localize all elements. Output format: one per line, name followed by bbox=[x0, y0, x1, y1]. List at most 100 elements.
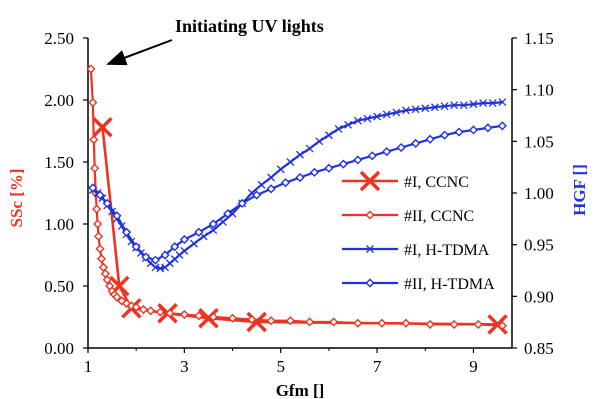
legend-label: #II, H-TDMA bbox=[404, 276, 495, 293]
data-point bbox=[155, 307, 165, 317]
data-point bbox=[93, 219, 103, 229]
y-left-tick-label: 0.00 bbox=[44, 339, 74, 358]
data-point bbox=[295, 172, 305, 183]
marker-stroke bbox=[479, 99, 488, 108]
data-point bbox=[373, 112, 382, 121]
data-point bbox=[363, 114, 372, 123]
marker-stroke bbox=[411, 105, 420, 114]
data-point bbox=[498, 98, 507, 107]
legend-swatch-marker bbox=[359, 170, 381, 192]
data-point bbox=[305, 144, 314, 153]
marker-stroke bbox=[305, 144, 314, 153]
marker-stroke bbox=[392, 108, 401, 117]
data-point bbox=[95, 244, 105, 254]
data-point bbox=[96, 254, 107, 264]
data-point bbox=[439, 130, 450, 140]
data-point bbox=[150, 255, 161, 265]
data-point bbox=[353, 155, 363, 165]
marker-stroke bbox=[353, 116, 362, 125]
legend-item: #II, H-TDMA bbox=[342, 276, 495, 293]
marker-stroke bbox=[315, 137, 324, 146]
axes: 1 3 5 7 9 0.00 0.50 1.00 1.50 2.00 2.50 0.85 0.90 0.9… bbox=[44, 29, 554, 376]
series-line bbox=[92, 124, 503, 262]
data-point bbox=[86, 64, 96, 74]
data-point bbox=[165, 308, 175, 318]
data-point bbox=[194, 227, 204, 237]
data-point bbox=[257, 180, 266, 189]
marker-stroke bbox=[363, 114, 372, 123]
x-tick-label: 1 bbox=[84, 357, 93, 376]
y-right-tick-label: 0.85 bbox=[524, 339, 554, 358]
data-point bbox=[497, 321, 507, 331]
data-point bbox=[121, 227, 132, 237]
data-point bbox=[382, 110, 391, 119]
marker-stroke bbox=[459, 101, 468, 110]
data-point bbox=[324, 131, 333, 140]
data-point bbox=[247, 314, 257, 325]
data-point bbox=[488, 99, 497, 108]
legend-swatch-marker bbox=[365, 278, 375, 288]
data-point bbox=[267, 173, 276, 182]
data-point bbox=[425, 319, 435, 330]
data-point bbox=[425, 134, 435, 144]
data-point bbox=[252, 190, 262, 200]
data-point bbox=[92, 117, 113, 138]
y-right-tick-label: 1.00 bbox=[524, 184, 554, 203]
marker-stroke bbox=[190, 239, 198, 248]
data-point bbox=[315, 137, 324, 146]
data-point bbox=[402, 106, 410, 115]
data-point bbox=[309, 167, 320, 177]
x-tick-label: 7 bbox=[373, 357, 382, 376]
marker-stroke bbox=[257, 180, 266, 189]
data-point bbox=[392, 108, 401, 117]
marker-stroke bbox=[246, 311, 267, 333]
data-point bbox=[483, 123, 493, 133]
data-point bbox=[112, 292, 122, 302]
data-point bbox=[305, 317, 315, 327]
data-point bbox=[285, 316, 295, 326]
legend-label: #II, CCNC bbox=[404, 208, 474, 225]
data-point bbox=[353, 318, 363, 328]
marker-stroke bbox=[267, 173, 276, 182]
y-axis-left-label: SSc [%] bbox=[7, 168, 26, 227]
data-point bbox=[121, 298, 132, 308]
data-point bbox=[237, 198, 247, 208]
legend-swatch-marker bbox=[365, 210, 375, 220]
marker-stroke bbox=[296, 150, 304, 159]
data-point bbox=[88, 183, 98, 193]
y-left-tick-label: 1.50 bbox=[44, 153, 74, 172]
series-line bbox=[101, 127, 498, 326]
y-right-tick-label: 1.05 bbox=[524, 132, 554, 151]
legend-item: #II, CCNC bbox=[342, 208, 474, 225]
data-point bbox=[179, 234, 189, 245]
data-point bbox=[377, 318, 387, 328]
data-point bbox=[344, 120, 353, 129]
marker-stroke bbox=[469, 100, 478, 109]
marker-stroke bbox=[180, 246, 189, 255]
data-point bbox=[194, 311, 204, 321]
data-point bbox=[266, 316, 276, 326]
marker-stroke bbox=[450, 101, 459, 110]
marker-stroke bbox=[108, 207, 117, 216]
data-point bbox=[382, 147, 392, 157]
data-point bbox=[126, 301, 136, 311]
data-point bbox=[198, 308, 219, 329]
series-0 bbox=[92, 117, 508, 335]
annotation-text: Initiating UV lights bbox=[175, 16, 324, 36]
y-left-tick-label: 1.00 bbox=[44, 215, 74, 234]
marker-stroke bbox=[218, 217, 227, 226]
y-right-tick-label: 1.15 bbox=[524, 29, 554, 48]
annotation-arrow bbox=[106, 39, 173, 66]
data-point bbox=[411, 105, 420, 114]
data-point bbox=[208, 312, 218, 322]
data-point bbox=[324, 163, 334, 173]
data-point bbox=[141, 252, 151, 262]
marker-stroke bbox=[286, 158, 295, 166]
data-point bbox=[401, 318, 411, 328]
data-point bbox=[459, 101, 468, 110]
y-left-tick-label: 0.50 bbox=[44, 277, 74, 296]
data-point bbox=[102, 275, 112, 285]
data-point bbox=[179, 309, 189, 320]
data-point bbox=[227, 313, 238, 323]
